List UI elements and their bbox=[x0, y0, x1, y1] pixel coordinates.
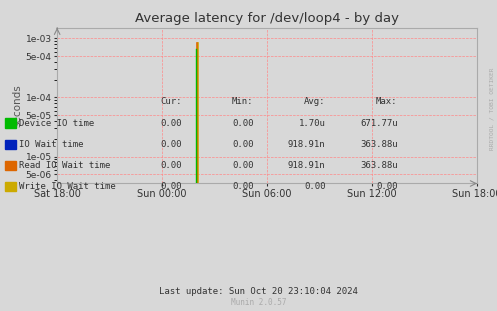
Text: Munin 2.0.57: Munin 2.0.57 bbox=[231, 298, 286, 307]
Text: Min:: Min: bbox=[232, 97, 253, 106]
Text: 0.00: 0.00 bbox=[304, 182, 326, 191]
Text: 918.91n: 918.91n bbox=[288, 161, 326, 170]
Text: 0.00: 0.00 bbox=[232, 140, 253, 149]
Text: 0.00: 0.00 bbox=[160, 140, 181, 149]
Text: Write IO Wait time: Write IO Wait time bbox=[19, 182, 116, 191]
Text: Last update: Sun Oct 20 23:10:04 2024: Last update: Sun Oct 20 23:10:04 2024 bbox=[159, 287, 358, 296]
Text: Cur:: Cur: bbox=[160, 97, 181, 106]
Text: 0.00: 0.00 bbox=[232, 161, 253, 170]
Y-axis label: seconds: seconds bbox=[13, 84, 23, 127]
Text: 671.77u: 671.77u bbox=[360, 119, 398, 128]
Text: Device IO time: Device IO time bbox=[19, 119, 94, 128]
Text: 0.00: 0.00 bbox=[376, 182, 398, 191]
Text: 363.88u: 363.88u bbox=[360, 140, 398, 149]
Text: Avg:: Avg: bbox=[304, 97, 326, 106]
Title: Average latency for /dev/loop4 - by day: Average latency for /dev/loop4 - by day bbox=[135, 12, 399, 26]
Text: 0.00: 0.00 bbox=[160, 119, 181, 128]
Text: 0.00: 0.00 bbox=[232, 119, 253, 128]
Text: 918.91n: 918.91n bbox=[288, 140, 326, 149]
Text: 363.88u: 363.88u bbox=[360, 161, 398, 170]
Text: 0.00: 0.00 bbox=[232, 182, 253, 191]
Text: 1.70u: 1.70u bbox=[299, 119, 326, 128]
Text: Max:: Max: bbox=[376, 97, 398, 106]
Text: IO Wait time: IO Wait time bbox=[19, 140, 83, 149]
Text: Read IO Wait time: Read IO Wait time bbox=[19, 161, 110, 170]
Text: 0.00: 0.00 bbox=[160, 161, 181, 170]
Text: 0.00: 0.00 bbox=[160, 182, 181, 191]
Text: RRDTOOL / TOBI OETIKER: RRDTOOL / TOBI OETIKER bbox=[490, 67, 495, 150]
